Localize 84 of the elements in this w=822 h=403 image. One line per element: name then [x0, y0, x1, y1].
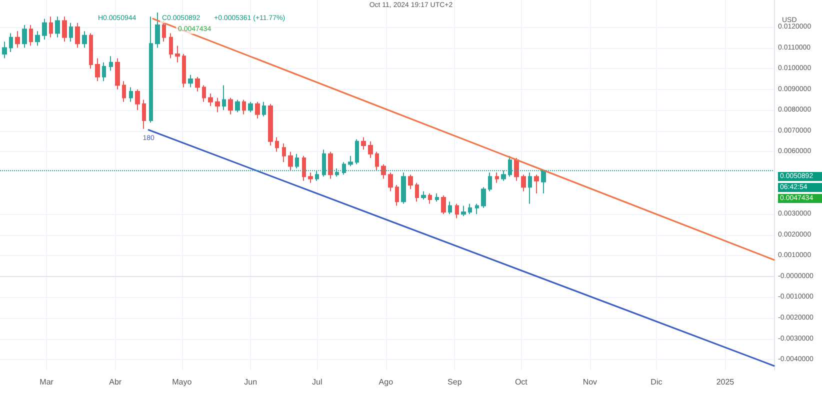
candlestick [375, 151, 379, 171]
candlestick [441, 194, 446, 215]
candlestick [102, 62, 106, 82]
candlestick [408, 174, 413, 190]
candlestick [388, 172, 393, 192]
candlestick [495, 172, 499, 184]
candlestick [175, 45, 180, 63]
candlestick [9, 32, 13, 52]
candlestick [75, 22, 80, 48]
candlestick [89, 32, 93, 70]
x-tick-label: Dic [650, 378, 662, 386]
candlestick [242, 99, 246, 115]
candlestick [368, 140, 373, 158]
candlestick [208, 93, 213, 107]
candlestick [521, 174, 526, 192]
candlestick [2, 41, 7, 59]
candlestick [435, 192, 439, 202]
x-tick-label: Mayo [172, 378, 192, 386]
candlestick [182, 54, 186, 88]
candlestick [468, 203, 472, 215]
candlestick [55, 16, 60, 38]
x-tick-label: 2025 [716, 378, 735, 386]
x-tick-label: Jun [244, 378, 258, 386]
candlestick [42, 18, 47, 40]
x-tick-label: Ago [378, 378, 394, 386]
candlestick [421, 190, 426, 200]
candlestick [488, 172, 492, 192]
candlestick [288, 151, 293, 171]
candlestick [215, 97, 220, 113]
x-tick-label: Oct [514, 378, 528, 386]
candlestick [122, 80, 126, 102]
candlestick [401, 172, 406, 204]
candlestick [222, 84, 226, 111]
candlestick [275, 136, 279, 152]
candlestick [115, 58, 120, 90]
candlestick [62, 16, 67, 42]
candlestick [49, 16, 53, 38]
candlestick [381, 164, 386, 180]
candlestick [15, 30, 20, 48]
candlestick [262, 101, 266, 117]
candlestick [135, 88, 140, 111]
candlestick [255, 101, 260, 119]
candlestick [195, 76, 200, 92]
candlestick [428, 192, 432, 204]
x-tick-label: Sep [448, 378, 462, 386]
candlestick [282, 142, 286, 163]
candlestick [481, 186, 486, 208]
candlestick [475, 203, 479, 215]
candlestick [302, 155, 306, 182]
candlestick [29, 24, 33, 46]
candlestick [235, 99, 240, 113]
candlestick [109, 56, 113, 72]
candlestick [461, 205, 466, 217]
x-tick-label: Abr [109, 378, 122, 386]
candlestick [95, 58, 100, 82]
candlestick [355, 138, 359, 165]
candlestick [202, 84, 206, 102]
candlestick [69, 22, 73, 42]
candlestick [514, 157, 519, 182]
x-tick-label: Mar [40, 378, 54, 386]
x-tick-label: Nov [582, 378, 598, 386]
candlestick [129, 86, 133, 102]
candlestick [268, 103, 273, 146]
candlestick [348, 155, 353, 167]
candlestick [308, 172, 313, 184]
candlestick [361, 136, 366, 150]
candlestick [155, 12, 160, 48]
candlestick [395, 184, 399, 206]
candlestick [328, 151, 333, 180]
candlestick [35, 30, 40, 46]
candlestick [448, 201, 452, 215]
candlestick [415, 182, 419, 202]
candlestick [248, 101, 253, 113]
x-tick-label: Jul [312, 378, 322, 386]
candlestick [149, 16, 153, 124]
candlestick [455, 203, 459, 219]
candlestick [528, 172, 532, 204]
candlestick [169, 32, 173, 59]
candlestick [82, 30, 87, 48]
candlestick [228, 97, 233, 115]
candlestick [188, 74, 193, 88]
candlestick [534, 174, 539, 194]
candlestick [142, 99, 146, 130]
candlestick [22, 24, 27, 48]
